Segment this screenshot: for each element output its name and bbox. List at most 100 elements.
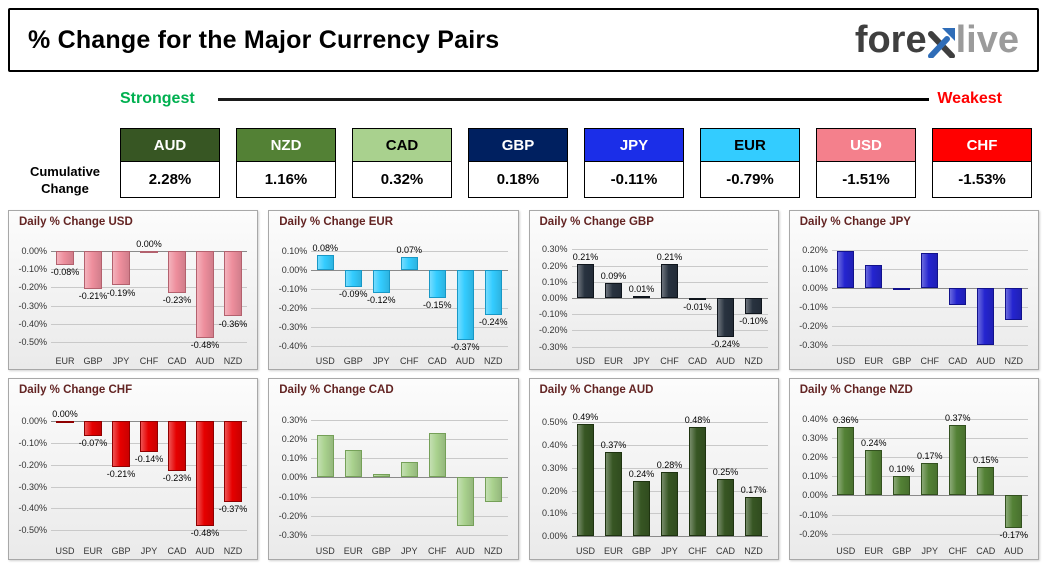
y-axis-label: -0.20% [799,321,828,332]
bar-value-label: 0.01% [628,284,655,295]
y-axis-label: 0.10% [281,246,308,257]
bar-gbp [893,287,911,290]
plot-area: 0.00% -0.10% -0.20% -0.30% -0.40% -0.50% USD 0.… [18,406,248,556]
x-axis-label: JPY [661,546,678,556]
y-axis-label: 0.00% [802,282,828,293]
x-axis-label: JPY [633,356,650,366]
x-axis-label: NZD [223,546,243,556]
x-axis-label: EUR [343,546,363,556]
gridline [51,342,248,343]
x-axis-label: CAD [427,356,447,366]
x-axis-label: USD [55,546,75,556]
y-axis-label: 0.20% [802,452,828,463]
bar-value-label: 0.37% [600,439,627,450]
y-axis-label: -0.30% [18,481,47,492]
plot-area: 0.40% 0.30% 0.20% 0.10% 0.00% -0.10% -0.20% USD… [799,406,1028,556]
x-axis-label: NZD [1004,356,1024,366]
y-axis-label: -0.10% [799,509,828,520]
gridline [311,496,508,498]
plot-area: 0.10% 0.00% -0.10% -0.20% -0.30% -0.40% USD 0.0… [279,238,508,366]
y-axis-label: -0.30% [799,340,828,351]
gridline [51,305,248,307]
bar-value-label: 0.15% [972,454,999,465]
bar-cad [168,250,186,293]
bar-value-label: 0.21% [656,251,683,262]
y-axis-label: -0.20% [18,459,47,470]
bar-value-label: -0.48% [190,527,220,538]
y-axis-label: 0.00% [281,265,308,275]
bar-chf [140,250,158,253]
bar-value-label: 0.00% [136,238,162,249]
x-axis-label: EUR [603,546,623,556]
bar-aud [196,250,214,339]
bar-nzd [1005,287,1023,321]
currency-card-chf: CHF -1.53% [932,128,1032,198]
gridline [571,249,768,251]
bar-value-label: -0.36% [218,318,248,329]
bar-value-label: 0.49% [572,412,599,423]
x-axis-label: GBP [371,546,391,556]
currency-header: NZD [236,128,336,162]
x-axis-label: CAD [167,546,187,556]
bar-usd [576,424,595,537]
bar-value-label: -0.23% [162,473,192,484]
chart-nzd: Daily % Change NZD 0.40% 0.30% 0.20% 0.10% 0.… [788,378,1039,560]
bar-value-label: -0.15% [422,300,452,311]
y-axis-label: -0.20% [538,325,568,336]
y-axis-label: 0.00% [802,490,828,501]
bar-value-label: 0.36% [832,414,859,425]
gridline [311,288,508,290]
gridline [571,297,768,299]
cumulative-cards-row: AUD 2.28% NZD 1.16% CAD 0.32% GBP 0.18% JPY -0.11… [120,128,1032,198]
bar-value-label: -0.07% [78,438,108,449]
x-axis-label: AUD [195,546,215,556]
bar-value-label: -0.17% [999,529,1028,540]
y-axis-label: -0.20% [278,511,308,521]
bar-cad [688,297,707,300]
gridline [571,346,768,348]
bar-gbp [344,270,362,287]
cumulative-value: 0.32% [352,162,452,198]
y-axis-label: -0.30% [538,341,568,352]
bar-gbp [893,476,911,496]
currency-card-aud: AUD 2.28% [120,128,220,198]
gridline [831,495,1028,497]
gridline [831,249,1028,251]
x-axis-label: USD [315,546,335,556]
currency-card-jpy: JPY -0.11% [584,128,684,198]
bar-jpy [140,421,158,452]
bar-eur [604,451,623,537]
bar-nzd [224,250,242,317]
y-axis-label: 0.20% [541,260,568,271]
bar-value-label: -0.14% [134,453,164,464]
x-axis-label: CHF [428,546,447,556]
plot-area: 0.20% 0.10% 0.00% -0.10% -0.20% -0.30% USD EUR G… [799,238,1028,366]
plot-area: 0.50% 0.40% 0.30% 0.20% 0.10% 0.00% USD 0.49% EU… [542,406,768,556]
x-axis-label: CAD [948,356,968,366]
x-axis-label: CHF [688,546,707,556]
y-axis-label: -0.10% [538,309,568,320]
bar-value-label: 0.37% [944,413,971,423]
currency-card-eur: EUR -0.79% [700,128,800,198]
gridline [311,477,508,479]
y-axis-label: 0.00% [541,531,568,542]
bar-value-label: -0.24% [711,338,740,349]
gridline [571,422,768,423]
x-axis-label: JPY [140,546,158,556]
bar-usd [837,251,855,288]
logo-text-fore: fore [854,19,927,61]
x-axis-label: CAD [715,546,735,556]
gridline [51,269,248,270]
currency-header: JPY [584,128,684,162]
bar-usd [576,263,595,298]
y-axis-label: 0.20% [802,244,828,255]
gridline [831,345,1028,347]
gridline [831,419,1028,421]
logo-x-icon [927,27,955,58]
chart-title: Daily % Change NZD [799,384,913,396]
x-axis-label: NZD [484,546,503,556]
bar-value-label: -0.19% [106,287,136,298]
chart-title: Daily % Change EUR [279,216,393,228]
y-axis-label: -0.30% [18,300,47,311]
chart-title: Daily % Change JPY [799,216,911,228]
